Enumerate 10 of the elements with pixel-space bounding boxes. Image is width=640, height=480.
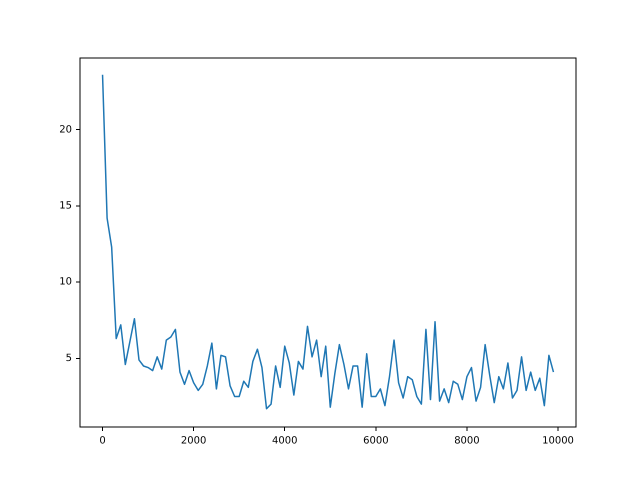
x-tick-label: 10000 (542, 436, 574, 447)
x-tick-label: 8000 (454, 436, 480, 447)
x-tick-label: 4000 (272, 436, 298, 447)
x-tick-label: 2000 (180, 436, 206, 447)
y-tick-label: 20 (59, 124, 72, 136)
y-tick-label: 15 (59, 200, 72, 212)
x-tick-label: 6000 (363, 436, 389, 447)
x-tick-label: 0 (99, 436, 106, 447)
y-tick-label: 5 (66, 352, 72, 364)
y-tick-label: 10 (59, 276, 72, 288)
